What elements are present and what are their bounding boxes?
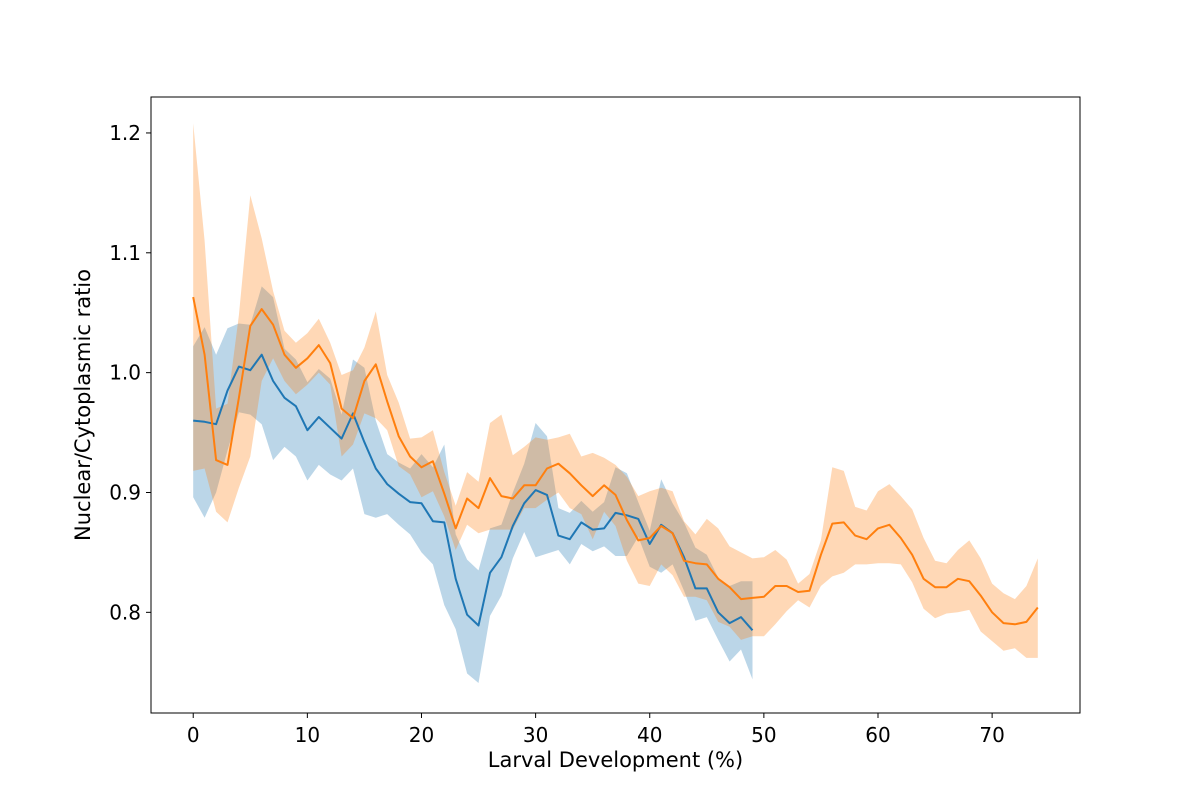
x-tick-label: 70 — [979, 723, 1004, 747]
confidence-bands — [193, 123, 1038, 683]
y-tick-label: 1.0 — [109, 361, 141, 385]
x-tick-label: 60 — [865, 723, 890, 747]
y-axis-label: Nuclear/Cytoplasmic ratio — [71, 269, 95, 541]
x-tick-label: 40 — [637, 723, 662, 747]
series-1-band — [193, 286, 753, 683]
x-tick-label: 0 — [187, 723, 200, 747]
y-tick-label: 0.8 — [109, 600, 141, 624]
y-tick-label: 1.2 — [109, 121, 141, 145]
x-axis-ticks: 0 10 20 30 40 50 60 70 — [187, 713, 1005, 747]
y-tick-label: 1.1 — [109, 241, 141, 265]
y-axis-ticks: 0.8 0.9 1.0 1.1 1.2 — [109, 121, 151, 624]
y-tick-label: 0.9 — [109, 480, 141, 504]
x-tick-label: 30 — [523, 723, 548, 747]
x-axis-label: Larval Development (%) — [488, 748, 743, 772]
series-2-line — [192, 296, 1039, 626]
plot-area — [150, 96, 1081, 714]
series-lines — [192, 296, 1039, 631]
series-2-band — [193, 123, 1038, 658]
axes-frame — [150, 96, 1081, 714]
x-tick-label: 10 — [295, 723, 320, 747]
x-tick-label: 50 — [751, 723, 776, 747]
x-tick-label: 20 — [409, 723, 434, 747]
